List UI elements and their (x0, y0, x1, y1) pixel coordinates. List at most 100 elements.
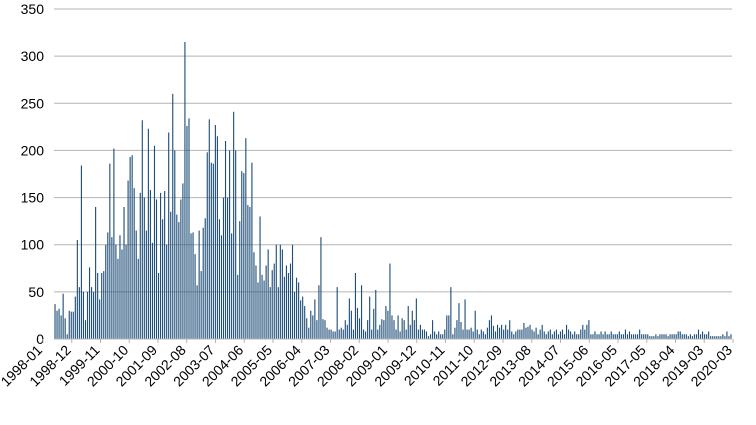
y-tick-label: 0 (36, 331, 44, 347)
bar (391, 315, 393, 339)
bar (693, 334, 696, 339)
bar (220, 235, 223, 339)
bar (695, 334, 698, 339)
bar (371, 329, 373, 339)
bar (645, 334, 647, 339)
bar (166, 244, 168, 339)
bar (235, 150, 237, 339)
bar (387, 310, 389, 339)
bar (411, 310, 413, 339)
bar (517, 329, 519, 339)
bar (466, 329, 468, 339)
bar (618, 331, 620, 339)
bar (224, 141, 227, 339)
bar (56, 310, 58, 339)
bar (328, 329, 330, 339)
bar (269, 287, 271, 339)
bar (365, 331, 367, 339)
bar (702, 331, 704, 339)
bar (123, 207, 125, 339)
bar (105, 244, 107, 339)
bar (452, 334, 454, 339)
bar (149, 190, 151, 339)
bar (186, 125, 188, 339)
bar (287, 273, 290, 339)
bar (296, 277, 298, 339)
bar (667, 336, 669, 339)
bar (442, 334, 444, 339)
bar (289, 263, 292, 339)
bar (529, 324, 531, 339)
bar (204, 218, 206, 339)
bar (330, 329, 332, 339)
bar (515, 331, 517, 339)
bar (285, 265, 287, 339)
bar (302, 296, 304, 339)
bar (570, 331, 572, 339)
bar (574, 331, 576, 339)
bar (239, 221, 241, 339)
bar (121, 249, 123, 339)
bar (253, 252, 255, 339)
bar (697, 329, 700, 339)
bar (172, 93, 174, 339)
bar (482, 331, 484, 339)
bar (496, 324, 499, 339)
bar (671, 334, 673, 339)
bar (478, 334, 480, 339)
bar (93, 291, 95, 339)
bar (352, 329, 354, 339)
bar (464, 299, 466, 339)
bar (407, 306, 409, 339)
bar (661, 334, 663, 339)
bar (74, 296, 76, 339)
bar-series (54, 42, 732, 340)
bar (484, 334, 486, 339)
bar (320, 237, 322, 339)
bar (293, 291, 296, 339)
bar (308, 327, 310, 339)
y-axis-labels: 0 50 100 150 200 250 300 350 (21, 1, 45, 347)
bar (724, 336, 726, 339)
bar (655, 334, 657, 339)
bar (267, 249, 269, 339)
bar (180, 199, 182, 339)
bar (271, 270, 273, 339)
bar (626, 334, 629, 339)
bar (111, 237, 113, 339)
bar (527, 326, 529, 339)
bar (265, 265, 267, 339)
bar (133, 188, 135, 339)
bar (342, 329, 344, 339)
bar (630, 334, 633, 339)
bar (576, 334, 578, 339)
bar (214, 124, 216, 339)
bar (76, 240, 78, 339)
y-tick-label: 200 (21, 142, 45, 158)
bar (432, 320, 434, 339)
bar (227, 197, 229, 339)
y-tick-label: 100 (21, 237, 45, 253)
bar (417, 329, 419, 339)
bar (354, 273, 357, 339)
bar (409, 324, 411, 339)
bar (259, 216, 261, 339)
bar (231, 233, 233, 339)
bar (62, 293, 64, 339)
bar (70, 311, 72, 339)
bar (434, 331, 436, 339)
bar (393, 320, 395, 339)
bar (168, 132, 170, 339)
bar (401, 318, 403, 339)
bar (54, 304, 56, 339)
bar (580, 329, 582, 339)
bar (377, 329, 379, 339)
bar (249, 207, 251, 339)
bar (95, 207, 97, 339)
bar (689, 334, 691, 339)
bar (212, 163, 214, 339)
bar (338, 329, 340, 339)
bar (373, 308, 375, 339)
bar (397, 315, 399, 339)
